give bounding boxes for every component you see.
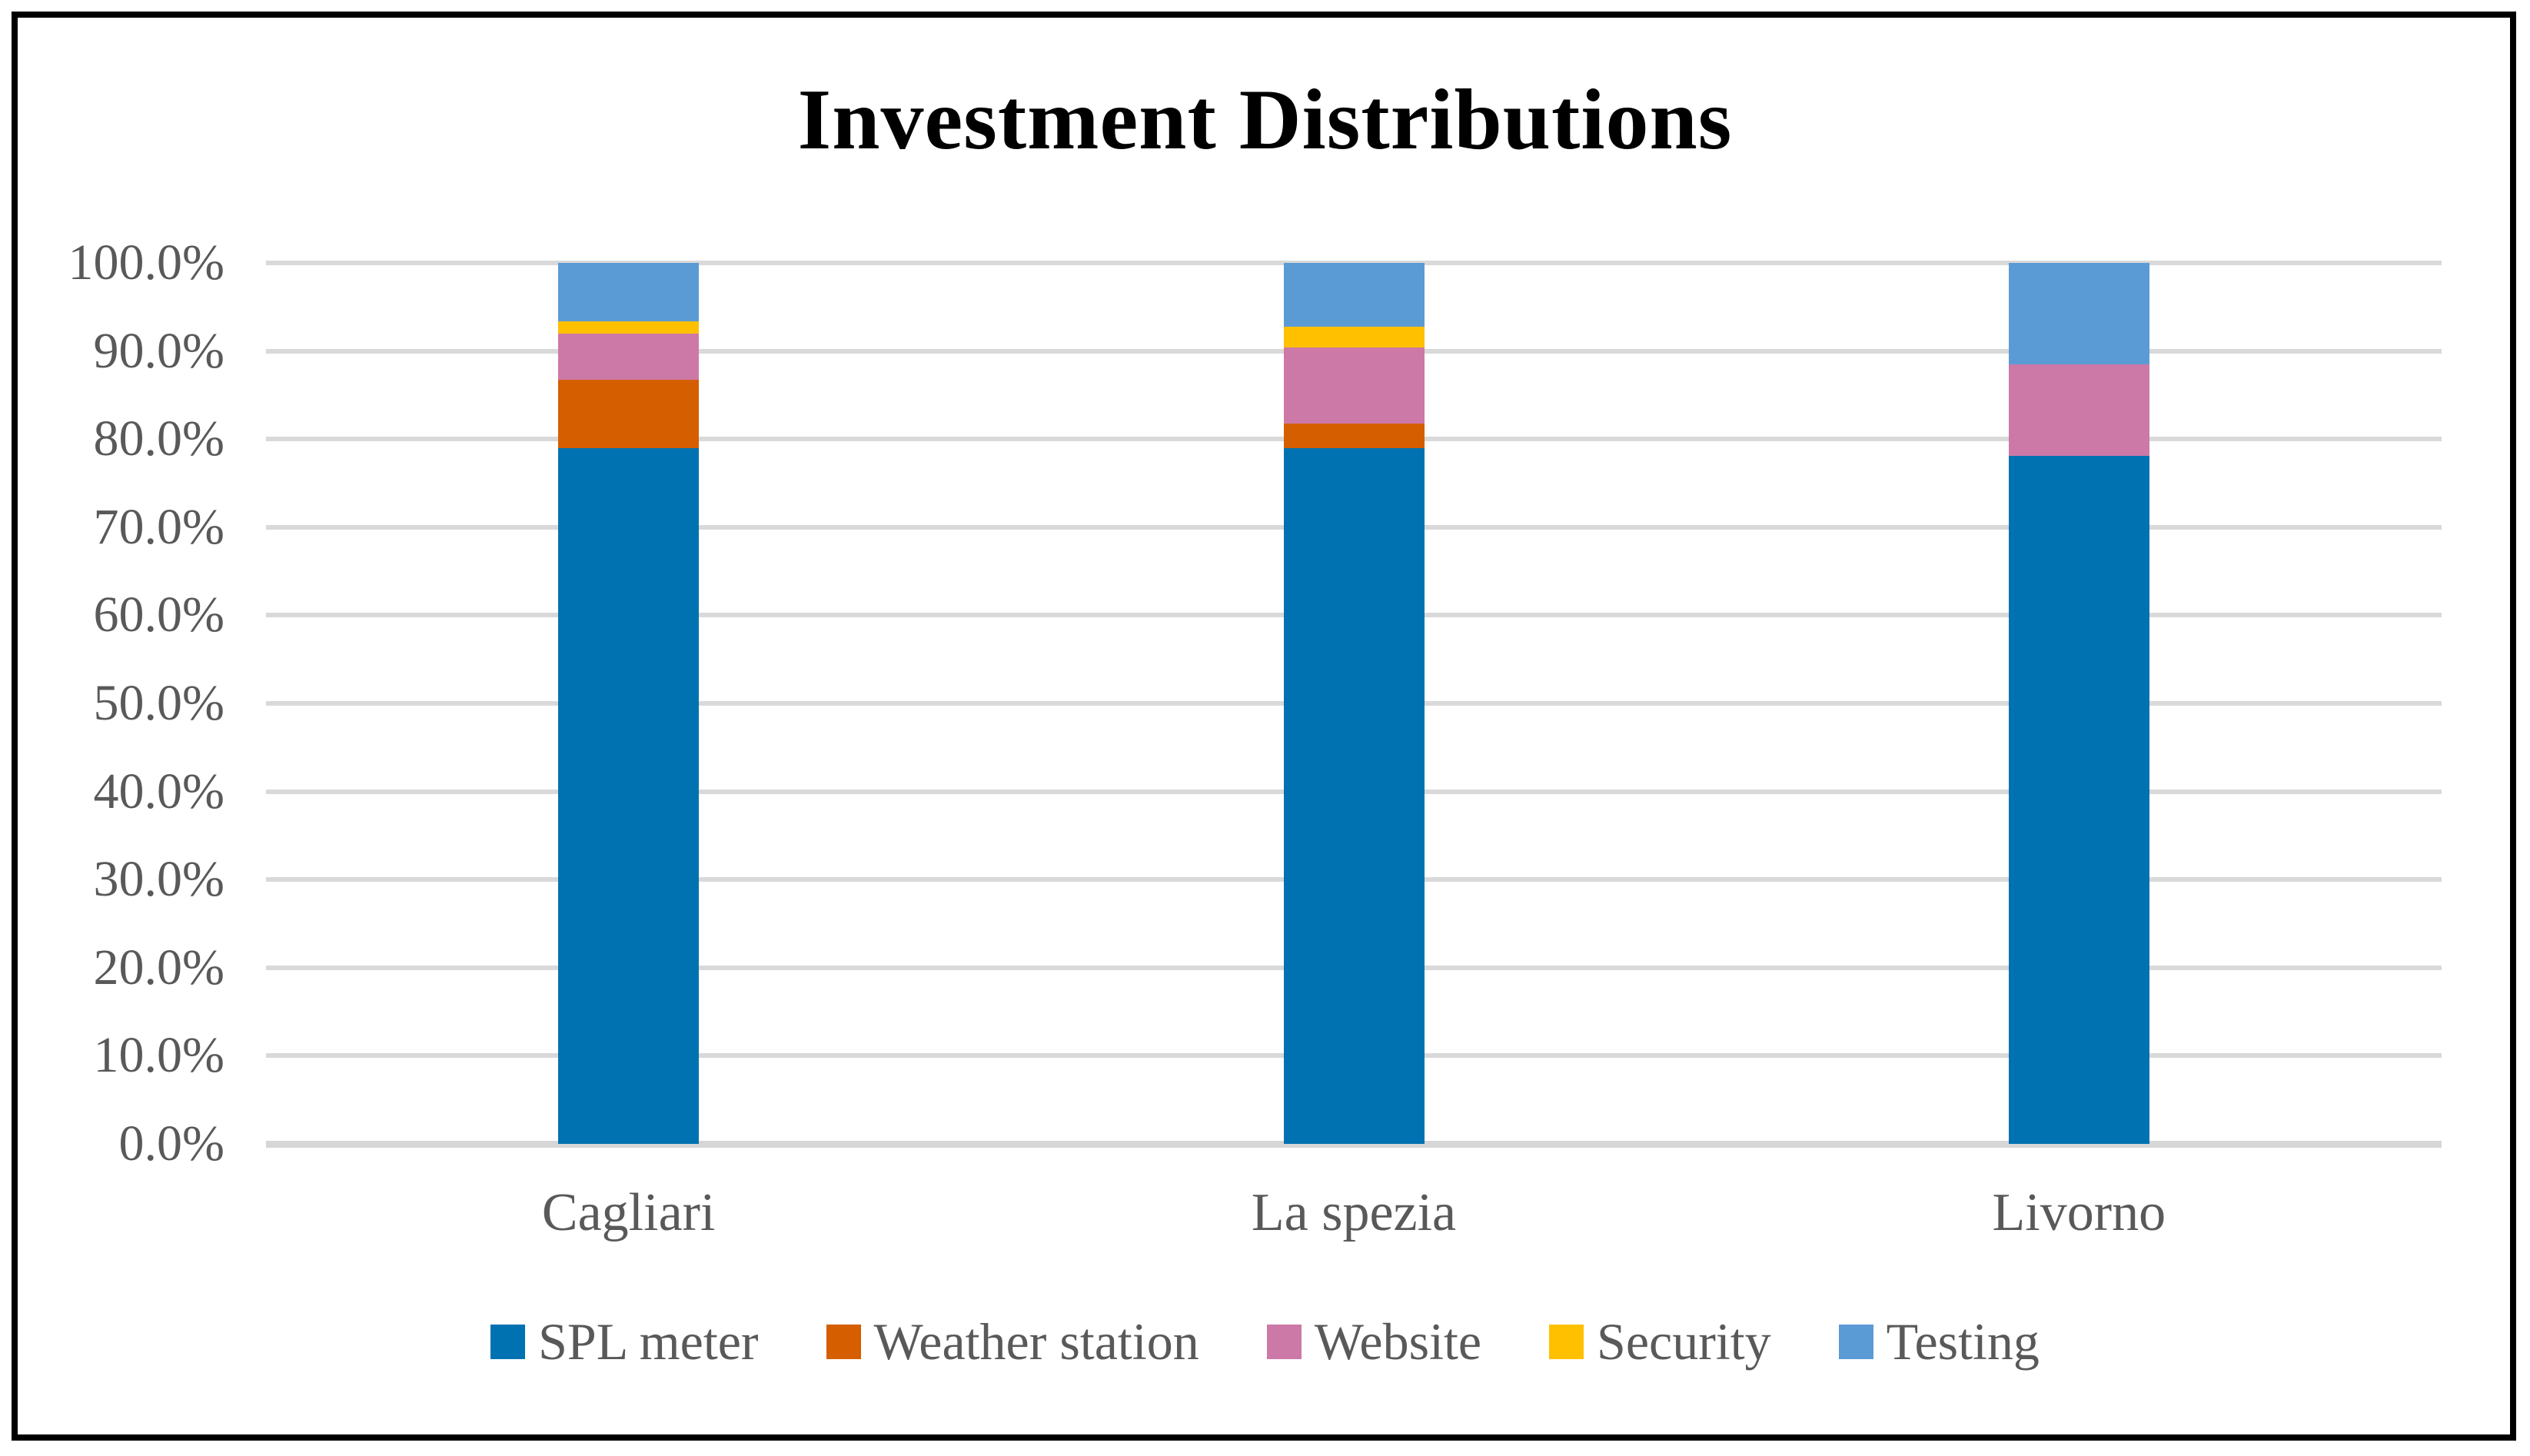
legend-label: Website <box>1314 1312 1482 1371</box>
y-axis-tick-label: 70.0% <box>93 498 224 555</box>
legend: SPL meter Weather station Website Security T… <box>0 1311 2530 1372</box>
bar-segment-website-cagliari <box>558 333 700 381</box>
bar-segment-weather-station-la-spezia <box>1283 423 1425 448</box>
y-axis-tick-label: 20.0% <box>93 939 224 996</box>
y-axis-tick-label: 90.0% <box>93 322 224 379</box>
bar-segment-testing-la-spezia <box>1283 263 1425 327</box>
y-axis-tick-label: 50.0% <box>93 675 224 731</box>
legend-swatch-weather-station <box>826 1325 861 1359</box>
y-axis-tick-label: 30.0% <box>93 851 224 908</box>
chart-border <box>12 12 2516 1441</box>
x-axis-category-label: Livorno <box>1992 1183 2166 1242</box>
bar-segment-security-cagliari <box>558 321 700 334</box>
y-axis-tick-label: 40.0% <box>93 763 224 819</box>
bar-segment-website-livorno <box>2008 364 2149 456</box>
legend-swatch-spl-meter <box>490 1325 526 1359</box>
bar-segment-weather-station-cagliari <box>558 380 700 448</box>
y-axis-tick-label: 60.0% <box>93 587 224 643</box>
y-axis-tick-label: 0.0% <box>118 1115 224 1172</box>
legend-swatch-testing <box>1838 1325 1873 1359</box>
x-axis-category-label: La spezia <box>1251 1183 1457 1242</box>
legend-label: SPL meter <box>538 1312 759 1371</box>
y-axis-tick-label: 80.0% <box>93 411 224 467</box>
legend-item-security: Security <box>1549 1311 1771 1372</box>
chart-title: Investment Distributions <box>797 72 1733 168</box>
y-axis-tick-label: 10.0% <box>93 1027 224 1084</box>
legend-item-testing: Testing <box>1838 1311 2040 1372</box>
x-axis-line <box>266 1140 2442 1148</box>
legend-item-website: Website <box>1266 1311 1482 1372</box>
legend-item-spl-meter: SPL meter <box>490 1311 759 1372</box>
legend-label: Testing <box>1886 1312 2040 1371</box>
x-axis-category-label: Cagliari <box>541 1183 716 1242</box>
bar-segment-website-la-spezia <box>1283 347 1425 424</box>
legend-swatch-security <box>1549 1325 1584 1359</box>
y-axis-tick-label: 100.0% <box>68 234 224 291</box>
legend-item-weather-station: Weather station <box>826 1311 1199 1372</box>
bar-segment-spl-meter-livorno <box>2008 455 2149 1144</box>
bar-segment-testing-cagliari <box>558 263 700 321</box>
legend-label: Security <box>1597 1312 1771 1371</box>
bar-segment-security-la-spezia <box>1283 326 1425 347</box>
legend-label: Weather station <box>873 1312 1199 1371</box>
legend-swatch-website <box>1266 1325 1302 1359</box>
bar-segment-testing-livorno <box>2008 263 2149 364</box>
bar-segment-spl-meter-la-spezia <box>1283 447 1425 1144</box>
bar-segment-spl-meter-cagliari <box>558 447 700 1144</box>
